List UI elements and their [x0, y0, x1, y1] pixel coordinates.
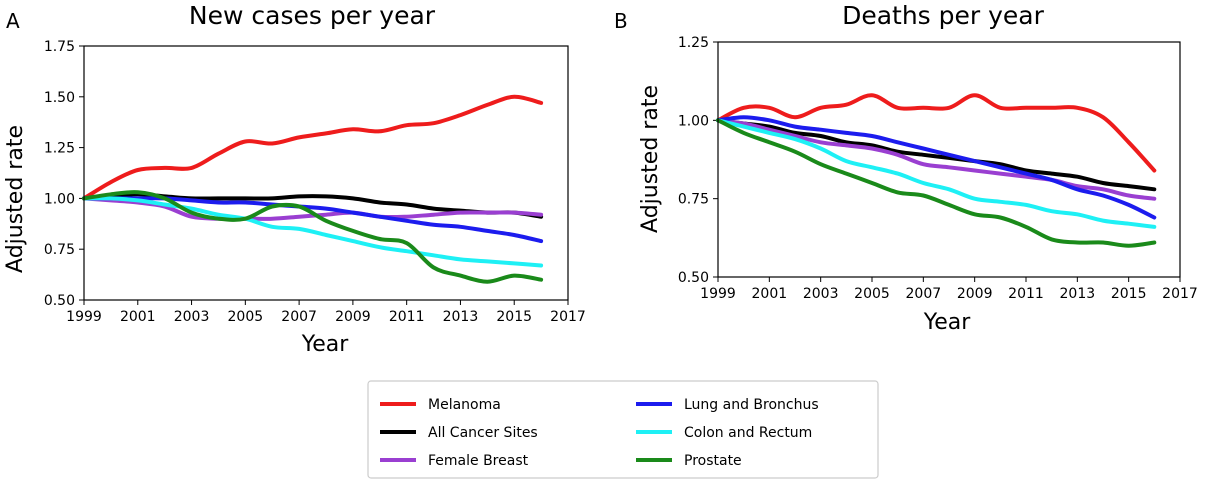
y-tick-label: 1.25 [44, 141, 75, 157]
legend: Melanoma All Cancer Sites Female Breast Lun… [367, 380, 879, 479]
x-axis-ticks-a: 1999 2001 2003 2005 2007 2009 2011 2013 2015 2017 [66, 300, 586, 325]
series-line-b-prostate [716, 118, 1157, 248]
series-line-b-lung-and-bronchus [716, 115, 1157, 220]
panel-letter-b: B [614, 9, 628, 33]
legend-label-lung-and-bronchus: Lung and Bronchus [684, 397, 819, 413]
y-axis-ticks-a: 0.50 0.75 1.00 1.25 1.50 1.75 [44, 39, 84, 309]
x-tick-label: 2017 [550, 309, 586, 325]
legend-label-prostate: Prostate [684, 453, 742, 469]
chart-title-b: Deaths per year [842, 1, 1045, 30]
series-lines-b [716, 93, 1157, 248]
x-tick-label: 2017 [1162, 286, 1198, 302]
y-tick-label: 0.75 [678, 192, 709, 208]
y-axis-ticks-b: 0.50 0.75 1.00 1.25 [678, 35, 718, 286]
series-line-a-prostate [82, 190, 544, 284]
legend-label-melanoma: Melanoma [428, 397, 501, 413]
y-tick-label: 1.25 [678, 35, 709, 51]
x-tick-label: 2011 [389, 309, 425, 325]
series-lines-a [82, 94, 544, 284]
series-line-b-female-breast [716, 118, 1157, 201]
y-tick-label: 0.50 [678, 270, 709, 286]
series-line-b-colon-and-rectum [716, 118, 1157, 229]
x-tick-label: 2003 [174, 309, 210, 325]
x-tick-label: 2009 [335, 309, 371, 325]
panel-letter-a: A [6, 9, 20, 33]
x-tick-label: 2015 [1111, 286, 1147, 302]
legend-label-all-cancer-sites: All Cancer Sites [428, 425, 538, 441]
y-axis-label-b: Adjusted rate [638, 85, 663, 233]
x-tick-label: 2007 [906, 286, 942, 302]
x-axis-label-a: Year [301, 332, 350, 357]
y-tick-label: 0.75 [44, 242, 75, 258]
series-line-b-melanoma [716, 93, 1157, 173]
x-tick-label: 2001 [120, 309, 156, 325]
x-tick-label: 2003 [803, 286, 839, 302]
y-axis-label-a: Adjusted rate [3, 125, 28, 273]
x-tick-label: 2013 [1060, 286, 1096, 302]
x-tick-label: 2001 [752, 286, 788, 302]
y-tick-label: 1.00 [678, 113, 709, 129]
legend-label-colon-and-rectum: Colon and Rectum [684, 425, 812, 441]
x-tick-label: 2005 [228, 309, 264, 325]
x-tick-label: 2005 [854, 286, 890, 302]
x-tick-label: 2015 [496, 309, 532, 325]
x-tick-label: 2013 [443, 309, 479, 325]
legend-box [367, 380, 879, 479]
chart-title-a: New cases per year [189, 1, 436, 30]
x-tick-label: 2009 [957, 286, 993, 302]
series-line-b-all-cancer-sites [716, 118, 1157, 192]
legend-label-female-breast: Female Breast [428, 453, 529, 469]
x-axis-label-b: Year [923, 310, 972, 335]
x-tick-label: 2007 [281, 309, 317, 325]
series-line-a-colon-and-rectum [82, 196, 544, 268]
x-tick-label: 2011 [1008, 286, 1044, 302]
plot-frame-a [83, 45, 569, 301]
x-tick-label: 1999 [700, 286, 736, 302]
plot-frame-b [717, 41, 1181, 278]
chart-panel-a: A New cases per year 0.50 0.75 1.00 1.25 1.5… [3, 1, 586, 357]
legend-items: Melanoma All Cancer Sites Female Breast Lun… [380, 397, 819, 469]
chart-panel-b: B Deaths per year 0.50 0.75 1.00 1.25 1999 2… [614, 1, 1198, 335]
y-tick-label: 1.75 [44, 39, 75, 55]
x-tick-label: 1999 [66, 309, 102, 325]
y-tick-label: 1.50 [44, 90, 75, 106]
y-tick-label: 1.00 [44, 191, 75, 207]
series-line-a-melanoma [82, 94, 544, 201]
x-axis-ticks-b: 1999 2001 2003 2005 2007 2009 2011 2013 2015 2017 [700, 277, 1198, 302]
y-tick-label: 0.50 [44, 293, 75, 309]
